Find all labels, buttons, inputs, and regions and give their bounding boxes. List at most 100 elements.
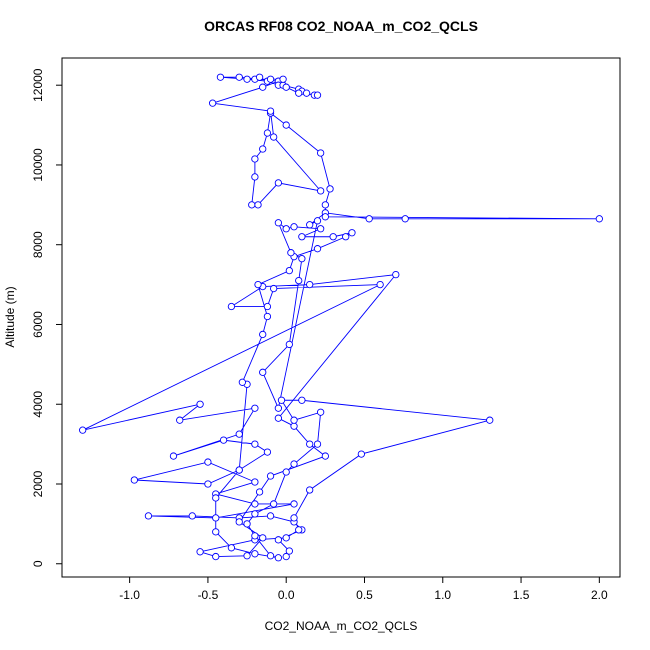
data-point [274,554,283,562]
data-point [298,396,306,404]
data-point [204,480,212,488]
x-tick-label: -1.0 [119,588,140,602]
data-point [306,440,314,448]
y-tick-label: 12000 [31,68,45,102]
data-point [313,91,322,99]
data-point [235,73,243,81]
data-point [279,75,287,83]
data-point [251,500,259,508]
data-point [321,452,329,460]
data-point [282,534,290,542]
x-tick-label: 2.0 [591,588,608,602]
data-point [248,201,256,209]
data-point [259,145,267,153]
y-tick-label: 6000 [31,311,45,338]
data-point [285,340,293,349]
data-point [238,378,247,386]
data-point [263,302,272,311]
data-point [313,217,322,225]
y-tick-label: 2000 [31,470,45,497]
data-point [274,536,283,544]
data-point [251,510,259,518]
data-point [290,514,298,522]
data-point [316,149,325,157]
data-point [270,284,278,293]
data-point [282,552,290,561]
data-point [235,430,243,438]
x-tick-label: 0.0 [278,588,295,602]
data-point [263,312,272,321]
y-tick-label: 4000 [31,391,45,418]
data-point [251,155,259,163]
data-point [401,215,409,223]
data-point [235,518,243,526]
x-tick-label: 0.5 [356,588,373,602]
data-point [266,75,275,83]
data-point [263,129,272,137]
data-point [295,89,303,97]
data-point [306,280,314,289]
data-point [316,187,325,195]
data-point [196,548,204,556]
data-point [251,404,259,412]
data-point [259,534,267,542]
data-point [243,552,251,560]
data-point [290,422,298,430]
data-point [274,414,283,422]
data-point [259,83,267,91]
data-point [243,75,251,83]
data-point [282,225,290,233]
x-tick-label: 1.0 [434,588,451,602]
data-point [212,528,220,536]
data-point [392,270,400,279]
data-line [82,76,600,559]
data-point [251,550,259,558]
data-point [274,179,283,187]
data-point [274,219,283,227]
y-tick-label: 0 [31,560,45,567]
data-point [212,552,220,561]
data-point [321,213,329,221]
data-point [316,408,325,416]
data-point [251,173,259,181]
data-point [169,452,178,460]
data-point [348,229,356,237]
data-point [313,440,322,448]
data-point [204,458,212,466]
data-point [274,404,283,412]
data-point [357,450,366,458]
data-point [243,520,251,528]
data-point [270,500,278,508]
data-point [295,526,303,534]
data-point [316,225,325,233]
data-point [259,368,267,376]
data-point [266,512,275,520]
data-point [285,547,293,555]
data-point [270,133,278,141]
data-point [79,426,87,434]
data-point [282,468,290,476]
data-point [277,396,286,404]
data-point [251,532,259,540]
data-point [130,476,138,484]
data-point [216,73,225,81]
data-point [282,121,290,129]
data-point [251,478,259,486]
data-point [188,512,196,520]
data-point [263,448,272,456]
data-point [313,245,322,253]
data-point [321,201,329,209]
data-point [306,486,314,494]
y-axis-label: Altitude (m) [3,286,17,347]
y-tick-label: 10000 [31,148,45,182]
data-point [255,488,264,496]
data-point [342,233,350,241]
data-point [329,233,337,241]
data-point [196,400,204,408]
data-point [290,500,298,508]
data-point [282,83,290,91]
data-point [376,280,384,289]
data-point [266,472,275,480]
data-point [266,552,275,560]
